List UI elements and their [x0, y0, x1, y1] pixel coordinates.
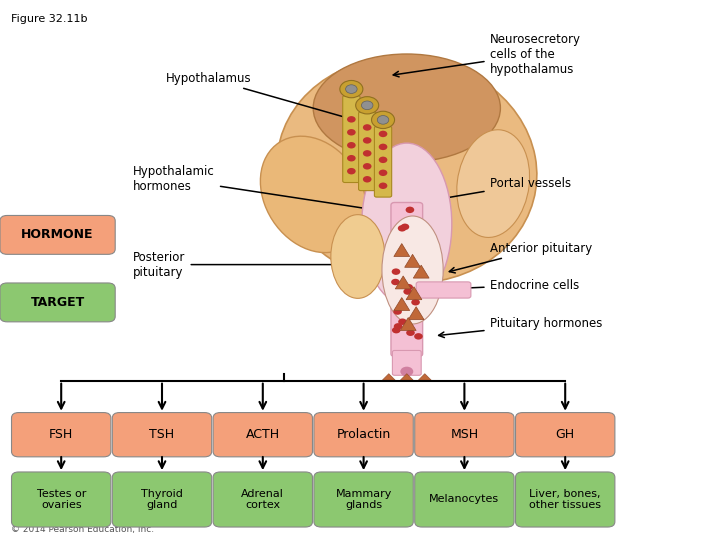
Polygon shape	[408, 307, 424, 320]
Ellipse shape	[261, 136, 366, 253]
FancyBboxPatch shape	[0, 283, 115, 322]
Text: Thyroid
gland: Thyroid gland	[141, 489, 183, 510]
Text: TARGET: TARGET	[30, 296, 85, 309]
Text: GH: GH	[556, 428, 575, 441]
Circle shape	[363, 137, 372, 144]
Text: FSH: FSH	[49, 428, 73, 441]
Circle shape	[363, 176, 372, 183]
FancyBboxPatch shape	[12, 413, 111, 457]
Circle shape	[406, 329, 415, 336]
Polygon shape	[400, 318, 416, 330]
FancyBboxPatch shape	[343, 96, 360, 183]
FancyBboxPatch shape	[392, 350, 421, 375]
Circle shape	[347, 142, 356, 149]
Circle shape	[379, 170, 387, 176]
Circle shape	[379, 144, 387, 150]
Ellipse shape	[330, 214, 384, 298]
Circle shape	[372, 111, 395, 129]
Text: Figure 32.11b: Figure 32.11b	[11, 14, 87, 24]
Text: Adrenal
cortex: Adrenal cortex	[241, 489, 284, 510]
Text: Neurosecretory
cells of the
hypothalamus: Neurosecretory cells of the hypothalamus	[393, 32, 580, 77]
Polygon shape	[413, 265, 429, 278]
Circle shape	[347, 116, 356, 123]
FancyBboxPatch shape	[213, 472, 312, 527]
Circle shape	[363, 124, 372, 131]
Circle shape	[394, 323, 402, 329]
Text: ACTH: ACTH	[246, 428, 280, 441]
FancyBboxPatch shape	[12, 472, 111, 527]
Text: Hypothalamic
hormones: Hypothalamic hormones	[133, 165, 393, 214]
Circle shape	[411, 299, 420, 306]
Circle shape	[392, 327, 400, 333]
FancyBboxPatch shape	[415, 413, 514, 457]
Polygon shape	[405, 254, 420, 267]
Text: Melanocytes: Melanocytes	[429, 495, 500, 504]
Circle shape	[403, 288, 412, 295]
Circle shape	[346, 85, 357, 93]
FancyBboxPatch shape	[374, 126, 392, 197]
Circle shape	[347, 129, 356, 136]
Text: © 2014 Pearson Education, Inc.: © 2014 Pearson Education, Inc.	[11, 524, 154, 534]
Polygon shape	[418, 374, 431, 380]
FancyBboxPatch shape	[0, 215, 115, 254]
Ellipse shape	[382, 216, 443, 324]
Polygon shape	[394, 298, 410, 310]
Circle shape	[391, 279, 400, 285]
Circle shape	[400, 367, 413, 376]
FancyBboxPatch shape	[516, 472, 615, 527]
Text: Anterior pituitary: Anterior pituitary	[449, 242, 592, 273]
Circle shape	[379, 131, 387, 137]
Circle shape	[377, 116, 389, 124]
Text: MSH: MSH	[450, 428, 479, 441]
Text: Hypothalamus: Hypothalamus	[166, 72, 356, 122]
FancyBboxPatch shape	[112, 472, 212, 527]
Ellipse shape	[313, 54, 500, 162]
Text: HORMONE: HORMONE	[22, 228, 94, 241]
Ellipse shape	[456, 130, 530, 238]
FancyBboxPatch shape	[359, 112, 376, 191]
Polygon shape	[395, 276, 411, 289]
Circle shape	[363, 163, 372, 170]
Text: Posterior
pituitary: Posterior pituitary	[133, 251, 354, 279]
FancyBboxPatch shape	[416, 282, 471, 298]
Circle shape	[414, 333, 423, 340]
Circle shape	[356, 97, 379, 114]
Circle shape	[392, 268, 400, 275]
Circle shape	[400, 224, 409, 230]
Text: Testes or
ovaries: Testes or ovaries	[37, 489, 86, 510]
Circle shape	[361, 101, 373, 110]
Text: Portal vessels: Portal vessels	[423, 177, 571, 204]
Circle shape	[347, 168, 356, 174]
Circle shape	[379, 183, 387, 189]
FancyBboxPatch shape	[391, 202, 423, 356]
FancyBboxPatch shape	[213, 413, 312, 457]
Polygon shape	[382, 374, 395, 380]
Ellipse shape	[361, 143, 452, 305]
FancyBboxPatch shape	[516, 413, 615, 457]
Circle shape	[405, 207, 414, 213]
Circle shape	[397, 225, 406, 232]
Text: Prolactin: Prolactin	[336, 428, 391, 441]
Circle shape	[379, 157, 387, 163]
FancyBboxPatch shape	[112, 413, 212, 457]
Circle shape	[347, 155, 356, 161]
Ellipse shape	[276, 57, 537, 283]
Text: Mammary
glands: Mammary glands	[336, 489, 392, 510]
FancyBboxPatch shape	[415, 472, 514, 527]
Polygon shape	[400, 374, 413, 380]
FancyBboxPatch shape	[314, 413, 413, 457]
Polygon shape	[394, 244, 410, 256]
Text: Liver, bones,
other tissues: Liver, bones, other tissues	[529, 489, 601, 510]
FancyBboxPatch shape	[314, 472, 413, 527]
Text: Pituitary hormones: Pituitary hormones	[438, 318, 602, 338]
Text: TSH: TSH	[150, 428, 174, 441]
Text: Endocrine cells: Endocrine cells	[449, 279, 579, 292]
Circle shape	[405, 284, 413, 291]
Circle shape	[398, 319, 407, 325]
Circle shape	[363, 150, 372, 157]
Polygon shape	[406, 287, 422, 300]
Circle shape	[340, 80, 363, 98]
Circle shape	[393, 308, 402, 315]
